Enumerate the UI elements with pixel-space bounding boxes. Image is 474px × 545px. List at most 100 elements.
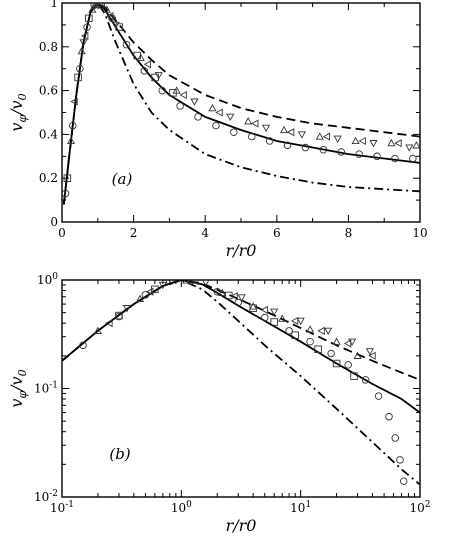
marker-triangle-up [351, 136, 360, 145]
marker-triangle-left [290, 316, 299, 325]
plot-area [62, 3, 420, 205]
marker-circle [140, 67, 149, 75]
marker-circle [301, 143, 310, 152]
marker-triangle-left [394, 139, 402, 148]
marker-triangle-down [226, 113, 235, 122]
marker-triangle-down [333, 135, 342, 144]
x-tick-label: 0 [58, 226, 66, 240]
x-tick-label: 102 [409, 500, 430, 515]
x-tick-label: 8 [345, 226, 353, 240]
marker-square [291, 331, 299, 339]
marker-triangle-left [179, 90, 187, 100]
marker-circle [373, 152, 381, 161]
marker-triangle-down [190, 98, 199, 106]
marker-circle [158, 86, 166, 95]
x-tick-label: 6 [273, 226, 281, 240]
marker-triangle-left [317, 326, 325, 335]
y-tick-label: 100 [37, 272, 58, 287]
marker-triangle-down [369, 140, 378, 148]
marker-triangle-down [270, 308, 279, 316]
marker-square [74, 73, 82, 82]
marker-triangle-up [315, 132, 324, 140]
marker-triangle-down [111, 21, 120, 30]
y-tick-label: 1 [50, 0, 58, 10]
marker-triangle-left [286, 128, 295, 137]
marker-triangle-down [201, 280, 210, 287]
marker-triangle-up [182, 280, 191, 284]
marker-triangle-down [348, 338, 357, 346]
marker-circle [396, 456, 404, 464]
y-tick-label: 0 [50, 215, 58, 229]
plot-frame [61, 2, 421, 223]
marker-circle [283, 141, 292, 150]
marker-triangle-down [296, 317, 305, 326]
marker-circle [355, 150, 363, 158]
marker-triangle-up [279, 125, 289, 134]
marker-triangle-down [95, 3, 101, 8]
marker-circle [234, 298, 243, 307]
marker-triangle-left [81, 31, 89, 40]
marker-circle [68, 121, 77, 130]
marker-triangle-left [368, 351, 376, 360]
marker-triangle-left [143, 60, 152, 69]
marker-circle [327, 349, 335, 358]
marker-triangle-up [249, 302, 258, 310]
y-tick-label: 0.2 [39, 171, 58, 185]
y-tick-label: 0.8 [39, 40, 58, 54]
marker-triangle-up [218, 288, 227, 297]
y-axis-label: vφ/v0 [7, 93, 29, 131]
marker-circle [247, 132, 256, 141]
marker-circle [108, 14, 116, 23]
x-tick-label: 10 [412, 226, 427, 240]
marker-circle [176, 102, 184, 110]
marker-circle [62, 189, 70, 198]
marker-square [85, 14, 93, 23]
marker-circle [306, 337, 314, 346]
marker-triangle-down [297, 131, 306, 139]
marker-square [63, 174, 72, 182]
y-tick-label: 0.4 [39, 127, 58, 141]
marker-triangle-left [260, 305, 268, 314]
marker-triangle-up [208, 103, 217, 112]
marker-circle [409, 154, 417, 163]
marker-triangle-down [154, 72, 163, 80]
marker-circle [337, 148, 345, 156]
marker-triangle-up [412, 141, 420, 149]
marker-circle [212, 121, 220, 130]
marker-circle [76, 64, 84, 73]
marker-circle [319, 145, 328, 154]
marker-circle [391, 434, 399, 442]
marker-triangle-up [135, 294, 145, 302]
x-tick-label: 101 [290, 500, 311, 515]
plot-area [62, 280, 420, 486]
marker-triangle-down [158, 281, 167, 290]
marker-triangle-left [70, 97, 78, 106]
marker-square [270, 318, 278, 326]
x-tick-label: 10-1 [50, 500, 74, 515]
marker-triangle-down [79, 39, 88, 47]
marker-triangle-left [105, 319, 113, 328]
x-tick-label: 100 [171, 500, 192, 515]
marker-triangle-up [244, 117, 253, 125]
marker-triangle-up [306, 325, 315, 333]
marker-triangle-up [332, 337, 341, 345]
marker-triangle-up [77, 46, 86, 55]
marker-circle [265, 137, 274, 145]
marker-circle [344, 361, 352, 369]
marker-circle [194, 113, 202, 121]
marker-triangle-down [324, 327, 333, 336]
marker-circle [399, 477, 408, 485]
marker-circle [361, 376, 370, 384]
marker-circle [260, 313, 269, 322]
marker-triangle-up [387, 138, 396, 147]
marker-triangle-up [172, 86, 181, 94]
marker-triangle-left [190, 280, 199, 286]
marker-triangle-down [405, 144, 414, 152]
marker-triangle-left [251, 119, 259, 128]
marker-triangle-up [88, 5, 97, 13]
marker-square [314, 345, 322, 354]
marker-triangle-left [358, 136, 366, 146]
marker-triangle-down [365, 348, 374, 356]
marker-triangle-down [262, 124, 271, 133]
